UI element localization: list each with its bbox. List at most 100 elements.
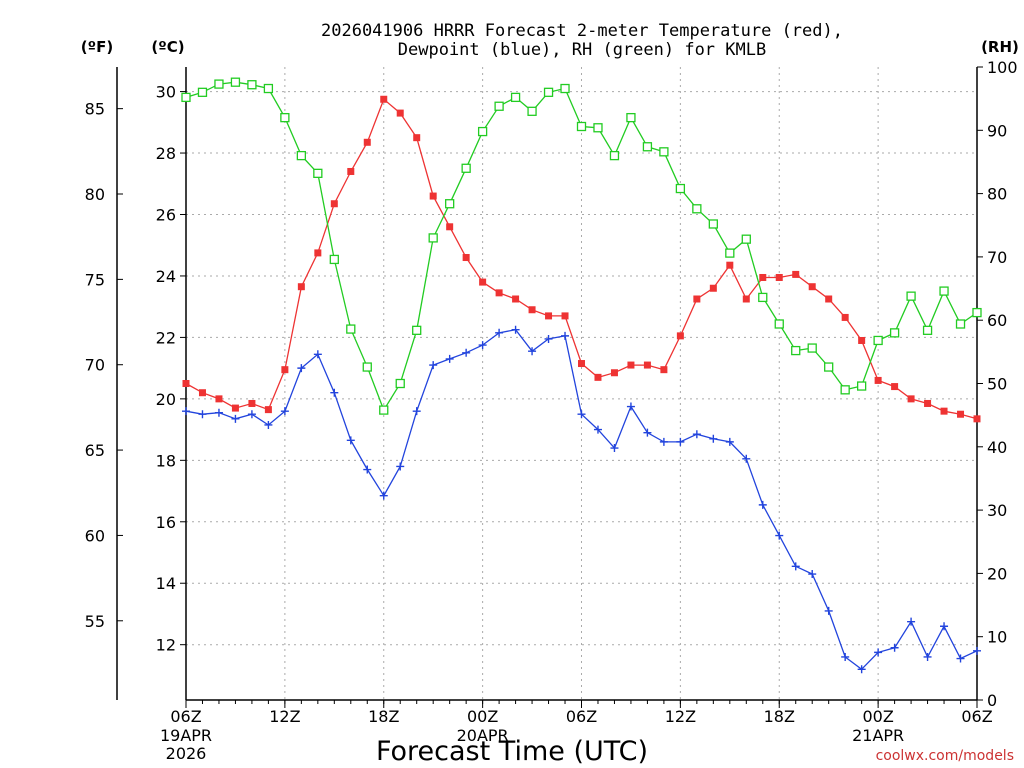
rh-point: [560, 83, 570, 94]
temperature-point: [742, 295, 750, 303]
rh-point: [856, 381, 867, 391]
rh-point: [576, 121, 587, 132]
x-date-label: 21APR: [852, 726, 904, 745]
temperature-point: [495, 289, 503, 297]
rh-point: [642, 142, 653, 152]
rh-tick-label: 100: [987, 58, 1018, 77]
dewpoint-point: [824, 606, 833, 615]
rh-point: [247, 80, 257, 90]
rh-point: [329, 254, 339, 265]
temperature-point: [182, 380, 190, 387]
rh-series: [181, 77, 982, 415]
temperature-point: [891, 383, 899, 391]
dewpoint-point: [841, 652, 850, 661]
rh-point: [445, 199, 455, 209]
chart-title-line1: 2026041906 HRRR Forecast 2-meter Tempera…: [321, 21, 843, 41]
x-tick-label: 12Z: [269, 707, 300, 726]
temperature-point: [594, 373, 602, 381]
temperature-point: [643, 361, 651, 369]
fahrenheit-tick-label: 80: [85, 185, 105, 204]
rh-point: [379, 405, 389, 415]
rh-point: [362, 362, 372, 372]
dewpoint-point: [692, 430, 701, 439]
credit-label: coolwx.com/models: [876, 748, 1014, 764]
x-tick-label: 06Z: [566, 707, 597, 726]
celsius-unit-label: (ºC): [151, 38, 184, 56]
temperature-point: [825, 295, 833, 303]
x-tick-label: 18Z: [368, 707, 399, 726]
temperature-point: [726, 261, 734, 269]
rh-tick-label: 60: [987, 311, 1007, 330]
temperature-point: [709, 284, 717, 292]
axes: 12 14 16 18 20 22 24 26 28 30 55 60 65 70 75 80 85 0 10 20 3…: [85, 58, 1018, 763]
dewpoint-point: [610, 444, 619, 453]
rh-tick-label: 30: [987, 501, 1007, 520]
rh-point: [477, 126, 488, 137]
dewpoint-point: [231, 414, 240, 423]
temperature-point: [314, 249, 322, 257]
temperature-point: [446, 223, 454, 231]
rh-point: [395, 378, 405, 389]
rh-point: [807, 343, 817, 353]
temperature-point: [347, 167, 355, 175]
rh-point: [230, 77, 241, 87]
dewpoint-point: [561, 331, 570, 340]
temperature-point: [462, 254, 470, 262]
celsius-tick-label: 20: [156, 390, 176, 409]
rh-unit-label: (RH): [981, 38, 1019, 56]
rh-point: [197, 87, 208, 97]
celsius-tick-label: 12: [156, 636, 176, 655]
dewpoint-point: [528, 347, 537, 356]
temperature-point: [792, 270, 800, 278]
temperature-point: [264, 406, 272, 414]
rh-point: [972, 307, 982, 318]
x-tick-label: 06Z: [170, 707, 201, 726]
temperature-point: [693, 295, 701, 303]
dewpoint-point: [874, 648, 883, 657]
dewpoint-point: [462, 348, 471, 357]
rh-tick-label: 10: [987, 628, 1007, 647]
dewpoint-point: [363, 465, 372, 474]
x-date-label: 20APR: [457, 726, 509, 745]
dewpoint-point: [758, 500, 767, 509]
temperature-point: [198, 389, 206, 397]
temperature-point: [957, 410, 965, 418]
rh-point: [922, 325, 933, 335]
rh-point: [214, 79, 224, 89]
rh-point: [955, 319, 966, 329]
temperature-point: [610, 369, 618, 377]
dewpoint-point: [247, 410, 256, 419]
dewpoint-point: [923, 652, 932, 661]
celsius-tick-label: 18: [156, 451, 176, 470]
temperature-point: [413, 134, 421, 142]
x-tick-label: 00Z: [467, 707, 498, 726]
dewpoint-point: [577, 410, 586, 419]
dewpoint-point: [511, 325, 520, 334]
temperature-point: [512, 295, 520, 303]
dewpoint-point: [593, 425, 602, 434]
dewpoint-point: [198, 410, 207, 419]
temperature-point: [545, 312, 553, 320]
rh-tick-label: 40: [987, 438, 1007, 457]
temperature-point: [858, 336, 866, 344]
rh-tick-label: 90: [987, 121, 1007, 140]
rh-point: [725, 248, 735, 258]
rh-point: [280, 112, 290, 123]
rh-point: [181, 92, 191, 103]
fahrenheit-tick-label: 65: [85, 441, 105, 460]
temperature-point: [907, 395, 915, 403]
celsius-tick-label: 22: [156, 328, 176, 347]
rh-point: [494, 101, 504, 111]
dewpoint-point: [544, 334, 553, 343]
temperature-point: [660, 366, 668, 374]
dewpoint-point: [495, 328, 504, 337]
x-tick-label: 06Z: [961, 707, 992, 726]
rh-point: [840, 385, 850, 395]
dewpoint-point: [643, 428, 652, 437]
fahrenheit-tick-label: 60: [85, 526, 105, 545]
dewpoint-point: [478, 341, 487, 350]
x-year-label: 2026: [166, 744, 207, 763]
x-tick-label: 00Z: [862, 707, 893, 726]
